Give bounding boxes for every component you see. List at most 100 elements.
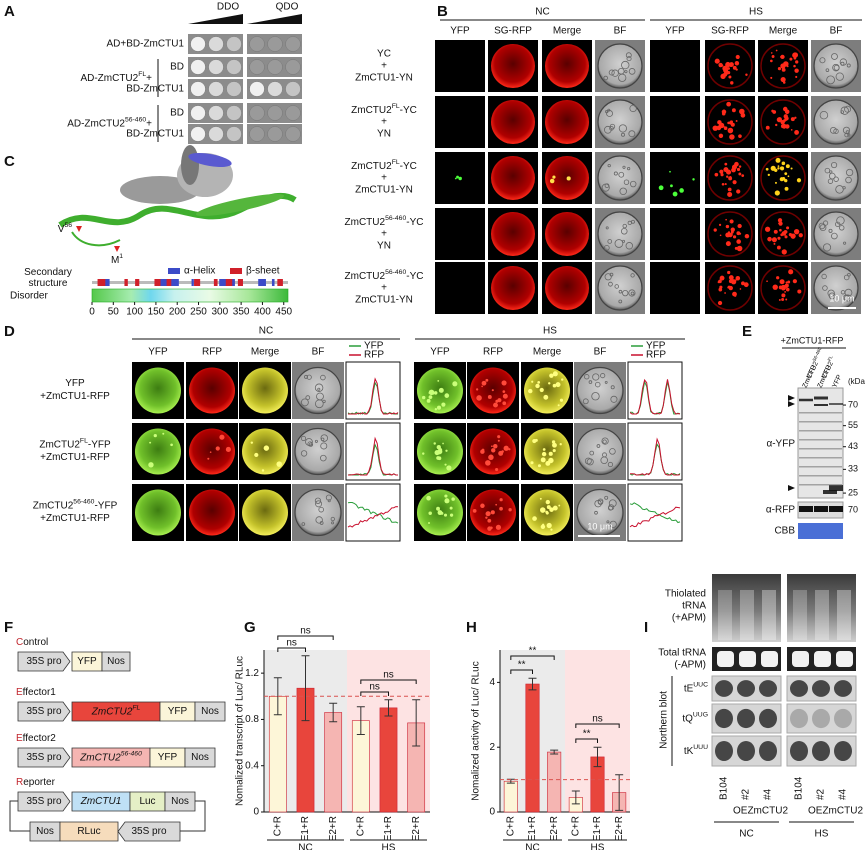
band xyxy=(799,448,842,450)
column-header: BF xyxy=(312,347,325,358)
profile-curve xyxy=(347,502,399,524)
band xyxy=(799,457,842,459)
granule xyxy=(436,405,442,410)
x-tick-label: 100 xyxy=(126,307,143,318)
granule xyxy=(658,185,664,191)
granule xyxy=(545,511,549,515)
granule xyxy=(729,134,735,140)
granule xyxy=(741,174,745,177)
granule xyxy=(622,290,629,297)
granule xyxy=(793,64,796,68)
granule xyxy=(481,385,483,388)
cell-outline xyxy=(576,366,624,415)
granule xyxy=(770,76,773,79)
granule xyxy=(739,232,742,235)
label-part: UUG xyxy=(693,712,708,719)
granule xyxy=(738,172,742,176)
legend-label: YFP xyxy=(646,341,666,352)
error-bar xyxy=(571,790,580,805)
structure-element xyxy=(124,279,128,286)
colony-spot xyxy=(208,36,224,52)
granule xyxy=(622,239,626,243)
granule xyxy=(475,388,479,391)
granule xyxy=(725,61,731,68)
band xyxy=(799,506,813,512)
gel-band xyxy=(739,651,756,667)
structure-element xyxy=(230,279,235,286)
granule xyxy=(314,497,322,504)
blot-band xyxy=(759,708,777,729)
blot-image xyxy=(797,387,844,499)
granule xyxy=(833,128,839,134)
granule xyxy=(822,285,828,291)
label-part: -YC xyxy=(400,105,417,116)
label-part: R xyxy=(16,777,23,788)
lane-label: YFP xyxy=(831,374,843,390)
granule xyxy=(444,494,448,498)
band xyxy=(829,506,843,512)
granule xyxy=(604,381,608,384)
column-header: RFP xyxy=(483,347,503,358)
lane-label: #4 xyxy=(838,788,849,800)
cell-signal xyxy=(524,428,570,475)
label: Control xyxy=(16,637,48,648)
ladder-label: 55 xyxy=(848,420,858,430)
granule xyxy=(608,499,617,508)
label: -YFP xyxy=(820,364,833,382)
blot-band xyxy=(790,741,808,761)
colony-spot xyxy=(226,105,242,121)
granule xyxy=(422,452,425,455)
cell-signal xyxy=(242,367,288,414)
label: Secondary xyxy=(24,267,72,278)
granule xyxy=(314,399,324,409)
label: +ZmCTU1-RFP xyxy=(40,391,110,402)
granule xyxy=(630,273,635,278)
blot-band xyxy=(834,680,852,697)
granule xyxy=(736,167,741,172)
granule xyxy=(437,380,440,382)
label-part: UUC xyxy=(693,682,708,689)
label: ZmCTU1-YN xyxy=(355,73,413,84)
label: ZmCTU2FL-YC xyxy=(351,103,417,115)
granule xyxy=(497,398,502,403)
structure-element xyxy=(259,279,266,286)
protein-structure xyxy=(58,145,297,247)
granule xyxy=(444,393,450,398)
micrograph xyxy=(650,40,700,92)
granule xyxy=(714,172,719,177)
label: ZmCTU256-460-YFP xyxy=(33,499,118,511)
granule xyxy=(744,233,750,239)
granule xyxy=(549,507,554,512)
granule xyxy=(775,157,781,163)
granule xyxy=(825,68,830,72)
label-part: 56-460 xyxy=(121,751,142,758)
granule xyxy=(428,521,431,524)
micrograph xyxy=(435,96,485,148)
granule xyxy=(727,270,731,275)
cell-outline xyxy=(760,155,806,201)
granule xyxy=(718,122,725,129)
granule xyxy=(724,292,726,294)
error-bar xyxy=(550,749,559,755)
blot-band xyxy=(790,680,808,697)
granule xyxy=(714,58,720,64)
blot-band xyxy=(790,708,808,729)
granule xyxy=(773,229,778,234)
label-part: -YC xyxy=(400,161,417,172)
granule xyxy=(604,273,612,281)
granule xyxy=(836,216,845,225)
granule xyxy=(765,167,769,171)
arrowhead xyxy=(788,401,795,407)
cell-signal xyxy=(491,44,535,88)
granule xyxy=(607,461,614,468)
granule xyxy=(537,380,541,384)
granule xyxy=(315,500,323,508)
x-tick-label: 450 xyxy=(275,307,292,318)
granule xyxy=(595,381,601,388)
colony-spot xyxy=(190,105,206,121)
granule xyxy=(628,289,636,297)
x-tick-label: E1+R xyxy=(300,816,311,841)
column-header: YFP xyxy=(450,26,470,37)
granule xyxy=(621,132,625,137)
blot-band xyxy=(759,741,777,761)
